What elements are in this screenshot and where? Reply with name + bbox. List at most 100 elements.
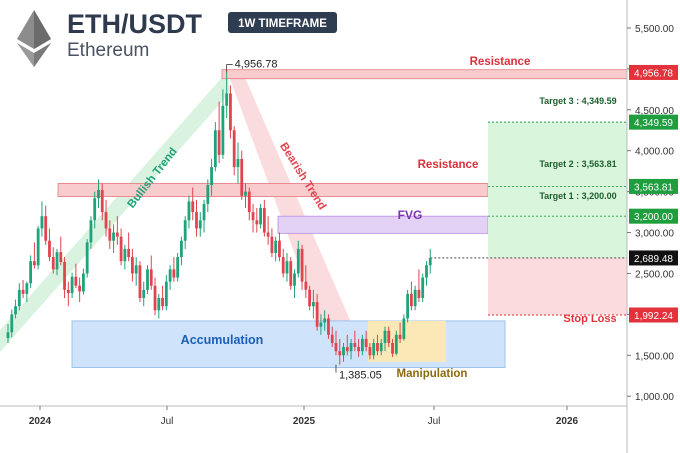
candle-body bbox=[146, 269, 149, 290]
candle bbox=[25, 281, 29, 303]
chart-zones-layer bbox=[57, 69, 628, 368]
candle-body bbox=[330, 334, 334, 343]
resistance-zone-mid bbox=[57, 183, 489, 197]
candle bbox=[93, 191, 97, 229]
price-badge-bg bbox=[629, 250, 678, 266]
candle-body bbox=[82, 273, 85, 292]
chart-background-layer bbox=[0, 70, 359, 355]
candle-body bbox=[202, 203, 206, 221]
candle-body bbox=[157, 298, 161, 311]
header: ETH/USDT Ethereum 1W TIMEFRAME bbox=[17, 9, 337, 67]
candle bbox=[383, 326, 387, 352]
price-badge-bg bbox=[629, 178, 678, 194]
candle-body bbox=[364, 338, 368, 348]
candle-body bbox=[138, 265, 142, 298]
candle bbox=[259, 203, 262, 229]
candle bbox=[21, 280, 25, 298]
candle-body bbox=[293, 273, 296, 286]
candle bbox=[48, 228, 51, 262]
candle-body bbox=[164, 281, 168, 307]
candle bbox=[180, 236, 183, 266]
candle-body bbox=[112, 232, 115, 241]
candle bbox=[364, 330, 368, 352]
candle bbox=[240, 150, 244, 200]
candle-body bbox=[308, 289, 311, 307]
candle bbox=[417, 269, 421, 303]
candle bbox=[244, 183, 247, 208]
candle bbox=[36, 226, 40, 270]
candle-body bbox=[89, 220, 93, 243]
candle bbox=[266, 216, 270, 245]
price-badge-target: 3,200.00 bbox=[629, 208, 678, 224]
target2-label: Target 2 : 3,563.81 bbox=[539, 159, 616, 169]
target1-label: Target 1 : 3,200.00 bbox=[539, 191, 616, 201]
candle-body bbox=[409, 293, 413, 307]
candle-body bbox=[379, 343, 383, 352]
candle bbox=[372, 338, 376, 360]
candle-body bbox=[285, 261, 289, 274]
candle-body bbox=[240, 158, 244, 196]
candle-body bbox=[191, 201, 195, 213]
candle bbox=[319, 314, 323, 335]
price-badge-text: 4,956.78 bbox=[634, 68, 673, 79]
y-tick-label: 4,000.00 bbox=[635, 147, 674, 158]
candle-body bbox=[360, 338, 364, 352]
candle bbox=[104, 199, 108, 237]
candle bbox=[172, 257, 176, 282]
candle-body bbox=[176, 257, 180, 278]
candle bbox=[131, 248, 134, 282]
candle-body bbox=[44, 216, 48, 241]
candle-body bbox=[149, 269, 153, 286]
candle-body bbox=[51, 257, 55, 270]
candle-body bbox=[195, 212, 198, 229]
x-tick-label: 2025 bbox=[293, 416, 316, 427]
candle bbox=[123, 244, 127, 270]
candle bbox=[251, 203, 255, 233]
candle bbox=[289, 257, 293, 290]
candle bbox=[391, 338, 394, 357]
candle-body bbox=[417, 289, 421, 298]
candle bbox=[274, 236, 278, 262]
candle-body bbox=[172, 269, 176, 278]
candle bbox=[213, 122, 217, 172]
y-tick-label: 4,500.00 bbox=[635, 106, 674, 117]
price-badge-target: 3,563.81 bbox=[629, 178, 678, 194]
y-tick-label: 5,500.00 bbox=[635, 24, 674, 35]
fvg-label: FVG bbox=[398, 208, 423, 222]
candle bbox=[206, 179, 210, 213]
candle bbox=[142, 281, 146, 307]
candle bbox=[217, 101, 221, 163]
candle bbox=[357, 338, 361, 357]
accumulation-label: Accumulation bbox=[181, 333, 264, 347]
candle bbox=[70, 272, 74, 298]
candle bbox=[6, 324, 10, 343]
price-badge-target: 4,349.59 bbox=[629, 114, 678, 130]
target3-label: Target 3 : 4,349.59 bbox=[539, 96, 616, 106]
candle bbox=[78, 277, 82, 303]
candle bbox=[236, 142, 240, 184]
candle-body bbox=[296, 248, 300, 274]
candle bbox=[100, 183, 104, 221]
x-tick-label: Jul bbox=[428, 416, 441, 427]
candle bbox=[97, 179, 100, 208]
candle bbox=[376, 334, 379, 356]
candle-body bbox=[100, 190, 104, 213]
timeframe-badge bbox=[228, 12, 337, 33]
low-label: 1,385.05 bbox=[339, 370, 382, 382]
candle bbox=[55, 248, 59, 276]
price-badge-text: 3,200.00 bbox=[634, 212, 673, 223]
candle bbox=[191, 187, 195, 221]
candle bbox=[278, 232, 281, 262]
candle-body bbox=[357, 347, 361, 352]
candle bbox=[413, 285, 417, 311]
candle-body bbox=[97, 190, 100, 199]
ethereum-diamond-icon bbox=[17, 10, 51, 67]
candle-body bbox=[406, 293, 410, 319]
candle bbox=[262, 199, 266, 237]
candle-body bbox=[247, 191, 251, 213]
candle-body bbox=[29, 261, 33, 284]
price-badge-bg bbox=[629, 114, 678, 130]
candle bbox=[164, 275, 168, 311]
candle-body bbox=[229, 93, 232, 131]
ath-label: 4,956.78 bbox=[235, 58, 278, 70]
